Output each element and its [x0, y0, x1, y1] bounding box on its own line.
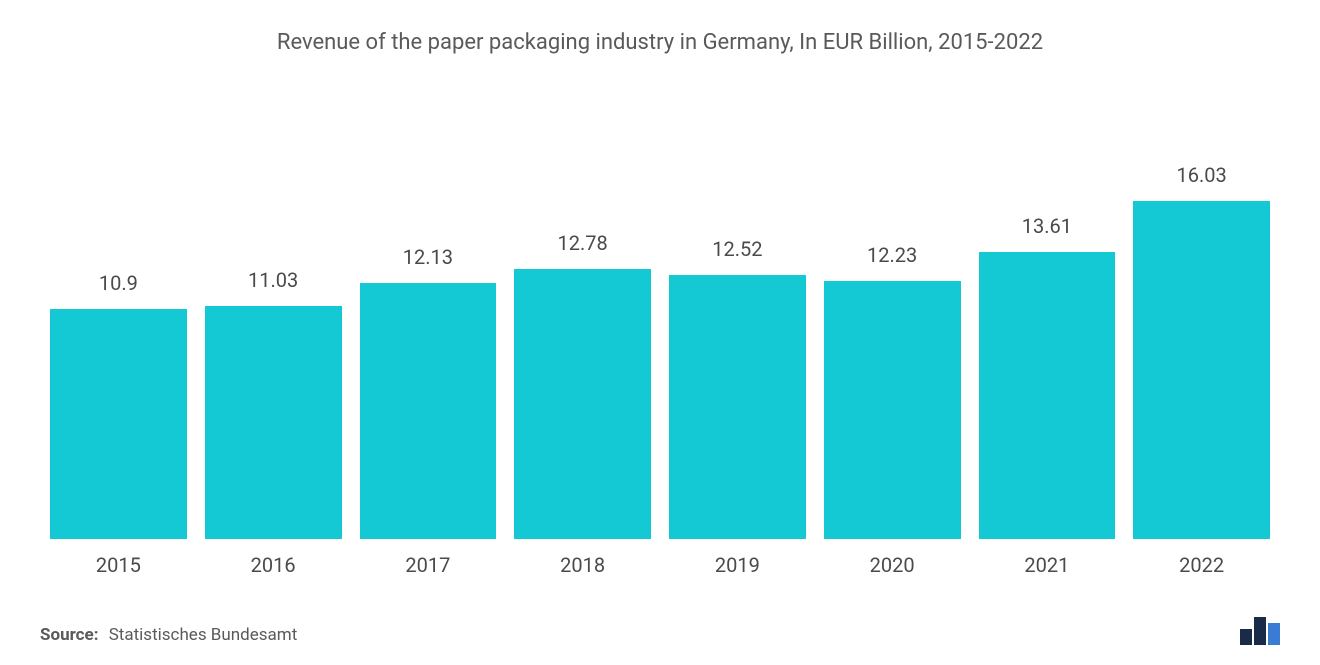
x-axis-label: 2022	[1133, 553, 1270, 577]
bar	[514, 269, 651, 539]
x-axis-label: 2016	[205, 553, 342, 577]
bar-group: 12.13	[360, 115, 497, 539]
bar-group: 10.9	[50, 115, 187, 539]
x-axis: 2015 2016 2017 2018 2019 2020 2021 2022	[40, 539, 1280, 577]
logo-bar	[1268, 623, 1280, 645]
chart-container: Revenue of the paper packaging industry …	[0, 0, 1320, 665]
x-axis-label: 2017	[360, 553, 497, 577]
x-axis-label: 2021	[979, 553, 1116, 577]
bar-value-label: 10.9	[99, 271, 138, 295]
bar	[824, 281, 961, 539]
brand-logo-icon	[1240, 617, 1280, 645]
bar-group: 12.23	[824, 115, 961, 539]
source-value: Statistisches Bundesamt	[109, 625, 298, 645]
bar-group: 12.52	[669, 115, 806, 539]
source-label: Source:	[40, 625, 98, 645]
bar-group: 12.78	[514, 115, 651, 539]
logo-bar	[1254, 617, 1266, 645]
bar-group: 13.61	[979, 115, 1116, 539]
bar-group: 11.03	[205, 115, 342, 539]
bar	[979, 252, 1116, 539]
chart-footer: Source: Statistisches Bundesamt	[40, 577, 1280, 645]
bar-group: 16.03	[1133, 115, 1270, 539]
logo-bar	[1240, 629, 1252, 645]
x-axis-label: 2015	[50, 553, 187, 577]
x-axis-label: 2019	[669, 553, 806, 577]
bar	[1133, 201, 1270, 539]
x-axis-label: 2018	[514, 553, 651, 577]
x-axis-label: 2020	[824, 553, 961, 577]
plot-area: 10.9 11.03 12.13 12.78 12.52 12.23 13.61 16.03	[40, 85, 1280, 539]
chart-title: Revenue of the paper packaging industry …	[40, 20, 1280, 85]
bar-value-label: 12.13	[403, 245, 453, 269]
source-citation: Source: Statistisches Bundesamt	[40, 625, 297, 645]
bar-value-label: 12.52	[712, 237, 762, 261]
bar	[205, 306, 342, 539]
bar-value-label: 11.03	[248, 268, 298, 292]
bar-value-label: 13.61	[1022, 214, 1072, 238]
bar	[669, 275, 806, 539]
bar-value-label: 12.78	[558, 231, 608, 255]
bar-value-label: 12.23	[867, 243, 917, 267]
bar	[50, 309, 187, 539]
bar-value-label: 16.03	[1177, 163, 1227, 187]
bar	[360, 283, 497, 539]
